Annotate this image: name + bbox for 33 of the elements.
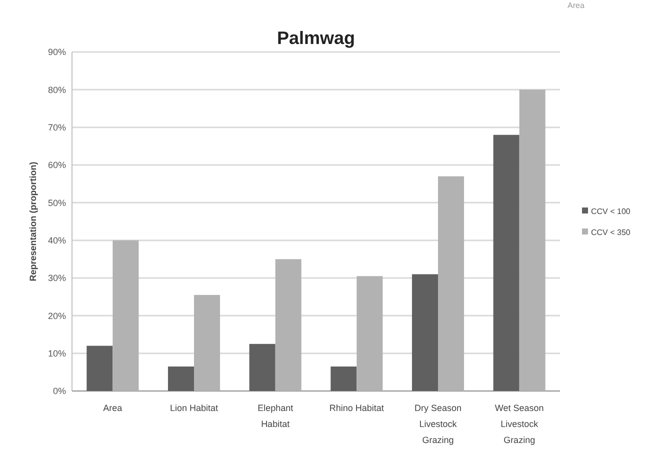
bar: [112, 240, 139, 391]
x-tick-label: Dry Season Livestock Grazing: [414, 403, 462, 445]
chart-title: Palmwag: [276, 28, 356, 48]
y-tick-label: 70%: [48, 122, 66, 132]
bar: [356, 276, 383, 391]
bar: [168, 366, 194, 391]
legend-label: CCV < 350: [591, 228, 631, 237]
x-tick-label: Lion Habitat: [170, 403, 219, 413]
bar: [194, 294, 220, 391]
y-tick-label: 40%: [48, 235, 66, 246]
y-tick-label: 10%: [48, 348, 66, 358]
y-tick-label: 60%: [48, 160, 66, 170]
y-tick-label: 80%: [48, 84, 66, 95]
bar: [249, 344, 276, 391]
y-tick-label: 30%: [48, 273, 66, 284]
bar: [438, 176, 464, 391]
y-axis-title: Representation (proportion): [28, 162, 38, 282]
x-tick-label: Rhino Habitat: [329, 403, 384, 413]
bar: [275, 259, 302, 391]
y-tick-label: 50%: [48, 198, 66, 208]
y-tick-label: 90%: [48, 47, 66, 58]
bar: [86, 346, 113, 391]
bar: [412, 274, 438, 391]
y-tick-label: 20%: [48, 310, 66, 321]
x-tick-label: Area: [103, 403, 122, 413]
legend-label: CCV < 100: [591, 206, 631, 216]
x-tick-label: Wet Season Livestock Grazing: [494, 403, 544, 445]
bar: [330, 366, 357, 391]
bar: [493, 134, 520, 391]
text: Area: [568, 1, 585, 10]
y-tick-label: 0%: [52, 386, 66, 396]
x-tick-label: Elephant Habitat: [258, 403, 294, 429]
bar: [519, 90, 546, 391]
